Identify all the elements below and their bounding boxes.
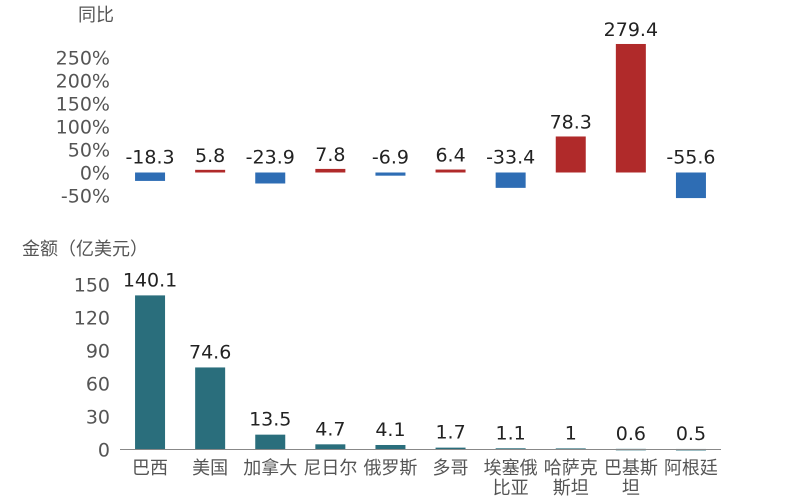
- top-bar: [195, 169, 226, 173]
- bottom-bar: [195, 367, 226, 450]
- top-data-label: -55.6: [666, 147, 715, 169]
- x-category-label: 尼日尔: [303, 458, 357, 479]
- bottom-data-label: 1: [565, 422, 577, 444]
- top-ytick-label: 50%: [68, 140, 110, 162]
- bottom-data-label: 74.6: [189, 341, 231, 363]
- bottom-bar: [375, 444, 406, 450]
- top-ytick-label: 100%: [56, 117, 110, 139]
- top-data-label: -6.9: [372, 147, 409, 169]
- x-category-label: 阿根廷: [664, 458, 718, 479]
- top-data-label: 279.4: [604, 19, 658, 41]
- top-ytick-label: 200%: [56, 71, 110, 93]
- top-data-label: 5.8: [195, 145, 225, 167]
- x-category-label: 埃塞俄: [484, 458, 538, 479]
- top-data-label: 7.8: [315, 144, 345, 166]
- top-ytick-label: -50%: [61, 186, 110, 208]
- bottom-data-label: 4.7: [315, 418, 345, 440]
- bottom-data-label: 1.7: [435, 422, 465, 444]
- bottom-ytick-label: 150: [74, 275, 110, 297]
- top-bar: [495, 172, 526, 188]
- bottom-data-label: 1.1: [496, 422, 526, 444]
- x-category-label: 多哥: [433, 458, 469, 479]
- bottom-data-label: 0.5: [676, 423, 706, 445]
- x-category-label: 哈萨克: [544, 458, 598, 479]
- top-bar: [675, 172, 706, 199]
- top-data-label: -18.3: [125, 147, 174, 169]
- top-bar: [315, 168, 346, 173]
- top-ytick-label: 0%: [80, 163, 110, 185]
- top-bar: [255, 172, 286, 184]
- top-bar: [135, 172, 166, 181]
- bottom-ytick-label: 60: [86, 374, 110, 396]
- x-category-label: 坦: [622, 478, 640, 499]
- bottom-ytick-label: 30: [86, 407, 110, 429]
- bottom-data-label: 0.6: [616, 423, 646, 445]
- top-ytick-label: 250%: [56, 48, 110, 70]
- bottom-bar: [255, 434, 286, 450]
- x-category-label: 斯坦: [553, 478, 589, 499]
- top-data-label: -23.9: [246, 147, 295, 169]
- top-bar: [435, 169, 466, 173]
- bottom-bar: [315, 444, 346, 450]
- top-bar: [615, 43, 646, 173]
- x-category-label: 比亚: [493, 478, 529, 499]
- top-axis-title: 同比: [78, 5, 114, 26]
- bottom-bar: [135, 295, 166, 450]
- x-category-label: 巴基斯: [604, 458, 658, 479]
- top-data-label: -33.4: [486, 147, 535, 169]
- x-category-label: 加拿大: [243, 457, 297, 479]
- top-data-label: 6.4: [435, 145, 465, 167]
- bottom-ytick-label: 0: [98, 440, 110, 462]
- top-data-label: 78.3: [550, 111, 592, 133]
- top-ytick-label: 150%: [56, 94, 110, 116]
- top-bar: [555, 136, 586, 173]
- bottom-ytick-label: 90: [86, 341, 110, 363]
- x-category-label: 巴西: [132, 458, 168, 479]
- bottom-axis-title: 金额（亿美元）: [22, 239, 148, 260]
- x-category-label: 美国: [192, 458, 228, 479]
- bottom-data-label: 4.1: [375, 419, 405, 441]
- bottom-data-label: 13.5: [249, 409, 291, 431]
- top-bar: [375, 172, 406, 176]
- x-category-label: 俄罗斯: [363, 458, 417, 479]
- bottom-ytick-label: 120: [74, 308, 110, 330]
- bottom-data-label: 140.1: [123, 269, 177, 291]
- bottom-bar: [435, 447, 466, 450]
